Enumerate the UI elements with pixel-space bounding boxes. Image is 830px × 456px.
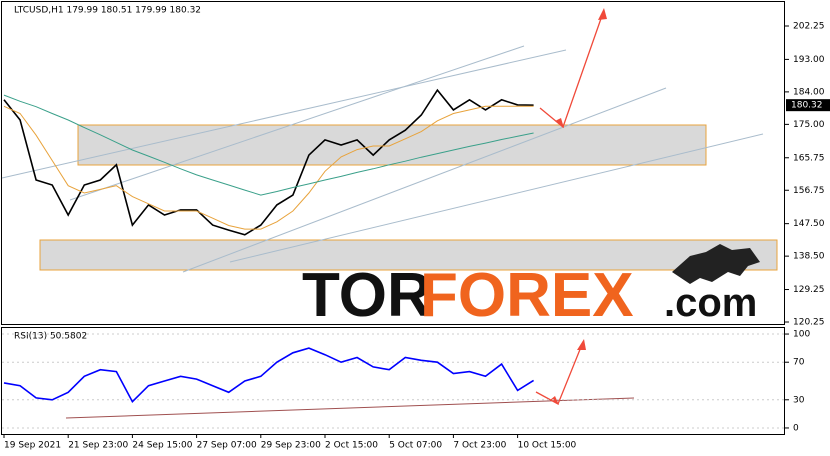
y-tick-label: 156.75 — [793, 186, 825, 196]
watermark: FOREX — [420, 261, 634, 330]
price-tag — [786, 99, 830, 112]
x-tick-label: 2 Oct 15:00 — [325, 441, 378, 451]
trend-line — [65, 397, 635, 419]
y-tick-label: 30 — [793, 395, 805, 405]
arrow-head — [555, 118, 564, 128]
series-line — [3, 347, 535, 404]
chart-title: RSI(13) 50.5802 — [14, 332, 87, 342]
x-tick-label: 7 Oct 23:00 — [453, 441, 506, 451]
x-tick-label: 10 Oct 15:00 — [518, 441, 577, 451]
price-tag-label: 180.32 — [791, 101, 823, 111]
series-line — [3, 94, 534, 196]
arrow-head — [598, 8, 607, 20]
trend-line — [182, 87, 667, 273]
bull-logo — [672, 244, 760, 284]
price-panel — [1, 1, 785, 325]
chart-title: LTCUSD,H1 179.99 180.51 179.99 180.32 — [14, 6, 201, 16]
x-tick-label: 24 Sep 15:00 — [132, 441, 192, 451]
trend-line — [69, 45, 525, 201]
y-tick-label: 129.25 — [793, 285, 825, 295]
annotations: TOR FOREX .com — [1, 8, 778, 419]
series-line — [3, 88, 534, 236]
trend-line — [229, 133, 764, 263]
x-tick-label: 27 Sep 07:00 — [197, 441, 257, 451]
y-tick-label: 147.50 — [793, 219, 825, 229]
y-tick-label: 100 — [793, 330, 810, 340]
arrow-head — [550, 396, 559, 405]
x-tick-label: 5 Oct 07:00 — [389, 441, 442, 451]
x-tick-label: 21 Sep 23:00 — [68, 441, 128, 451]
y-tick-label: 193.00 — [793, 55, 825, 65]
y-tick-label: 138.50 — [793, 252, 825, 262]
y-tick-label: 184.00 — [793, 87, 825, 97]
x-tick-label: 19 Sep 2021 — [4, 441, 61, 451]
y-tick-label: 202.25 — [793, 22, 825, 32]
y-tick-label: 120.25 — [793, 318, 825, 328]
trend-line — [1, 49, 567, 179]
y-tick-label: 175.00 — [793, 120, 825, 130]
arrow-head — [577, 339, 586, 350]
y-tick-label: 0 — [793, 423, 799, 433]
watermark: .com — [664, 281, 757, 325]
y-tick-label: 165.75 — [793, 153, 825, 163]
zone — [39, 239, 778, 271]
rsi-panel — [1, 327, 785, 435]
y-tick-label: 70 — [793, 358, 805, 368]
watermark: TOR — [302, 261, 432, 330]
series-line — [3, 105, 534, 230]
x-tick-label: 29 Sep 23:00 — [261, 441, 321, 451]
